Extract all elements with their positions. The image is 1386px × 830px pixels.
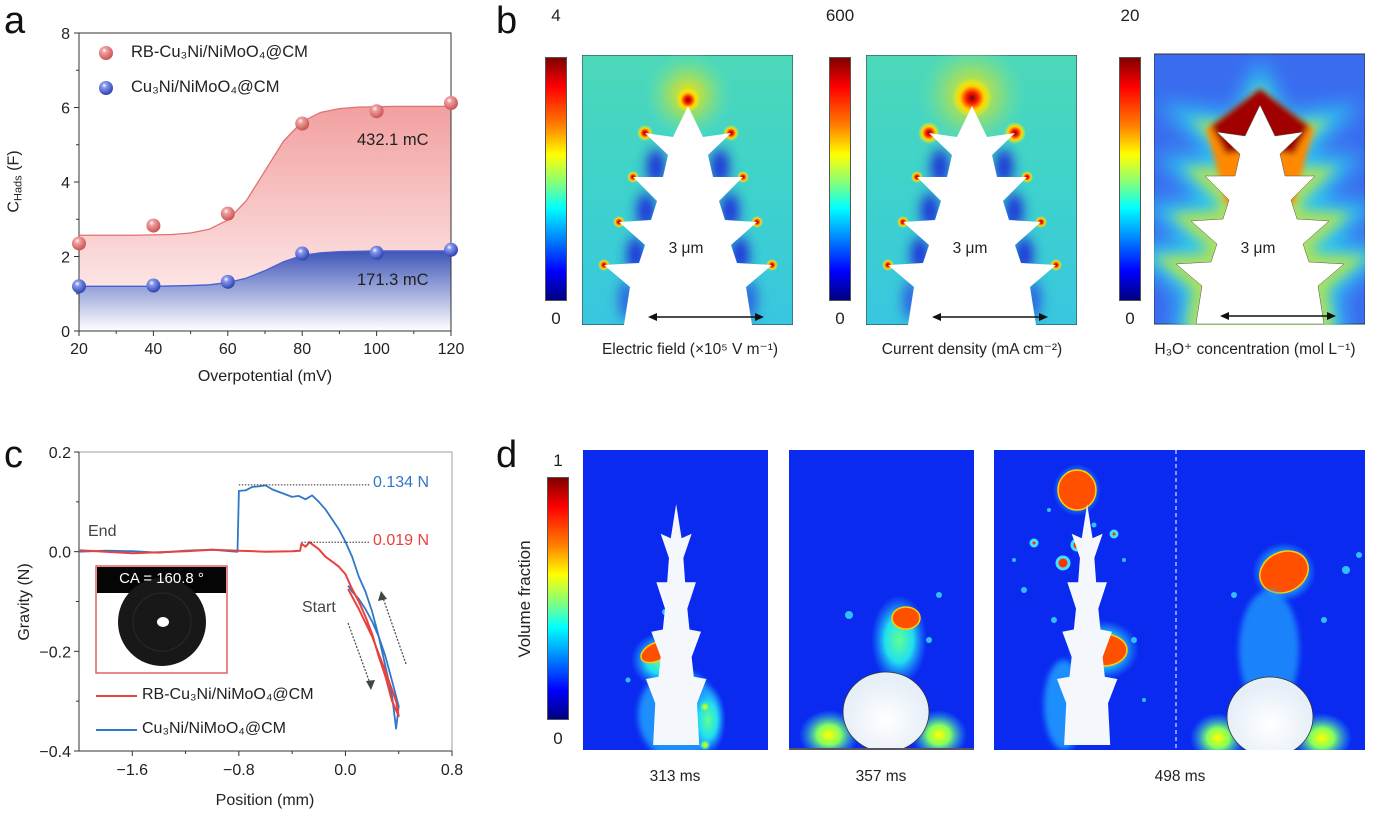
arrow-up bbox=[381, 594, 407, 665]
h3o-concentration-map bbox=[1154, 53, 1365, 325]
colorbar-min-cd: 0 bbox=[835, 309, 845, 328]
x-tick-label: 40 bbox=[145, 341, 163, 358]
x-tick-label: −0.8 bbox=[223, 762, 255, 779]
colorbar-label-volume-fraction: Volume fraction bbox=[515, 540, 534, 658]
data-point bbox=[369, 245, 384, 260]
x-tick-label: 100 bbox=[363, 341, 390, 358]
series-line-1 bbox=[78, 484, 400, 730]
frame-time-357: 357 ms bbox=[855, 768, 907, 785]
x-axis-label-c: Position (mm) bbox=[215, 792, 315, 809]
data-point bbox=[295, 116, 310, 131]
data-point bbox=[444, 96, 458, 111]
bubble-frame-313ms bbox=[583, 450, 768, 750]
data-point bbox=[444, 242, 458, 257]
y-axis-label-c: Gravity (N) bbox=[16, 563, 33, 641]
direction-arrows bbox=[347, 594, 407, 687]
bubble-frame-357ms bbox=[789, 450, 974, 750]
current-density-map bbox=[866, 55, 1077, 325]
data-point bbox=[72, 236, 86, 251]
y-tick-label: 2 bbox=[61, 250, 70, 267]
data-point bbox=[220, 274, 235, 289]
legend-label-rb: RB-Cu₃Ni/NiMoO₄@CM bbox=[131, 43, 308, 61]
y-tick-label: 0.2 bbox=[49, 445, 71, 462]
panel-letter-b: b bbox=[496, 0, 518, 42]
colorbar-min-h3o: 0 bbox=[1125, 309, 1135, 328]
x-tick-label: 60 bbox=[219, 341, 237, 358]
scale-bar-label: 3 μm bbox=[1240, 240, 1276, 257]
colorbar-h3o-concentration bbox=[1119, 57, 1141, 301]
caption-electric-field: Electric field (×10⁵ V m⁻¹) bbox=[601, 341, 779, 358]
colorbar-current-density bbox=[829, 57, 851, 301]
chart-c: −1.6 −0.8 0.0 0.8 0.2 0.0 −0.2 −0.4 bbox=[39, 445, 463, 779]
y-tick-label: 0.0 bbox=[49, 545, 71, 562]
panel-letter-a: a bbox=[4, 0, 26, 42]
annotation-start: Start bbox=[302, 599, 336, 616]
panel-letter-d: d bbox=[496, 434, 518, 476]
data-point bbox=[146, 218, 161, 233]
arrow-down bbox=[347, 622, 372, 687]
area-fill-1 bbox=[79, 250, 451, 331]
y-tick-label: 8 bbox=[61, 26, 70, 43]
data-point bbox=[295, 246, 310, 261]
colorbar-min-ef: 0 bbox=[551, 309, 561, 328]
bubble-frame-498ms bbox=[994, 450, 1365, 750]
x-tick-label: 0.0 bbox=[334, 762, 356, 779]
colorbar-max-h3o: 20 bbox=[1120, 6, 1140, 25]
area-fills bbox=[79, 106, 451, 331]
arrowhead-down-icon bbox=[366, 680, 375, 690]
colorbar-max-ef: 4 bbox=[551, 6, 561, 25]
inset-image bbox=[95, 565, 228, 674]
frame-time-313: 313 ms bbox=[649, 768, 701, 785]
peak-label-red: 0.019 N bbox=[373, 532, 430, 549]
series-marks bbox=[72, 96, 458, 294]
x-tick-label: 80 bbox=[293, 341, 311, 358]
data-point bbox=[72, 279, 86, 294]
electric-field-map bbox=[582, 55, 793, 325]
fit-curve-1 bbox=[79, 250, 451, 287]
x-tick-label: 0.8 bbox=[441, 762, 463, 779]
x-tick-label: 120 bbox=[438, 341, 465, 358]
data-point bbox=[220, 206, 235, 221]
chart-a: 20 40 60 80 100 120 0 2 4 6 8 bbox=[61, 26, 464, 358]
x-tick-label: 20 bbox=[70, 341, 88, 358]
legend-marker-blue bbox=[99, 81, 113, 95]
y-tick-label: −0.4 bbox=[39, 744, 71, 761]
series-line-0 bbox=[78, 541, 400, 718]
x-tick-label: −1.6 bbox=[116, 762, 148, 779]
y-tick-label: 4 bbox=[61, 175, 70, 192]
arrowhead-up-icon bbox=[378, 591, 387, 601]
series-lines bbox=[78, 484, 400, 730]
colorbar-max-vf: 1 bbox=[553, 451, 563, 470]
frame-time-498: 498 ms bbox=[1154, 768, 1206, 785]
annotation-charge-rb: 432.1 mC bbox=[357, 131, 429, 149]
peak-label-blue: 0.134 N bbox=[373, 474, 430, 491]
scale-bar-label: 3 μm bbox=[668, 240, 704, 257]
panel-letter-c: c bbox=[4, 434, 23, 476]
legend-marker-red bbox=[99, 46, 113, 60]
axes: 20 40 60 80 100 120 0 2 4 6 8 bbox=[61, 26, 464, 358]
colorbar-max-cd: 600 bbox=[825, 6, 855, 25]
scale-bar-label: 3 μm bbox=[952, 240, 988, 257]
fit-curve-0 bbox=[79, 105, 451, 236]
legend-label-plain: Cu₃Ni/NiMoO₄@CM bbox=[131, 78, 280, 96]
inset-contact-angle: CA = 160.8 ° bbox=[119, 570, 204, 587]
axes: −1.6 −0.8 0.0 0.8 0.2 0.0 −0.2 −0.4 bbox=[39, 445, 463, 779]
legend-label-rb: RB-Cu₃Ni/NiMoO₄@CM bbox=[142, 686, 314, 703]
caption-h3o-concentration: H₃O⁺ concentration (mol L⁻¹) bbox=[1154, 341, 1356, 358]
legend-label-plain: Cu₃Ni/NiMoO₄@CM bbox=[142, 720, 286, 737]
y-tick-label: 0 bbox=[61, 324, 70, 341]
colorbar-electric-field bbox=[545, 57, 567, 301]
colorbar-min-vf: 0 bbox=[553, 729, 563, 748]
x-axis-label-a: Overpotential (mV) bbox=[197, 368, 333, 385]
data-point bbox=[369, 104, 384, 119]
y-tick-label: −0.2 bbox=[39, 644, 71, 661]
caption-current-density: Current density (mA cm⁻²) bbox=[881, 341, 1063, 358]
annotation-charge-plain: 171.3 mC bbox=[357, 271, 429, 289]
data-point bbox=[146, 278, 161, 293]
annotation-end: End bbox=[88, 523, 117, 540]
y-tick-label: 6 bbox=[61, 101, 70, 118]
colorbar-volume-fraction bbox=[547, 477, 569, 720]
